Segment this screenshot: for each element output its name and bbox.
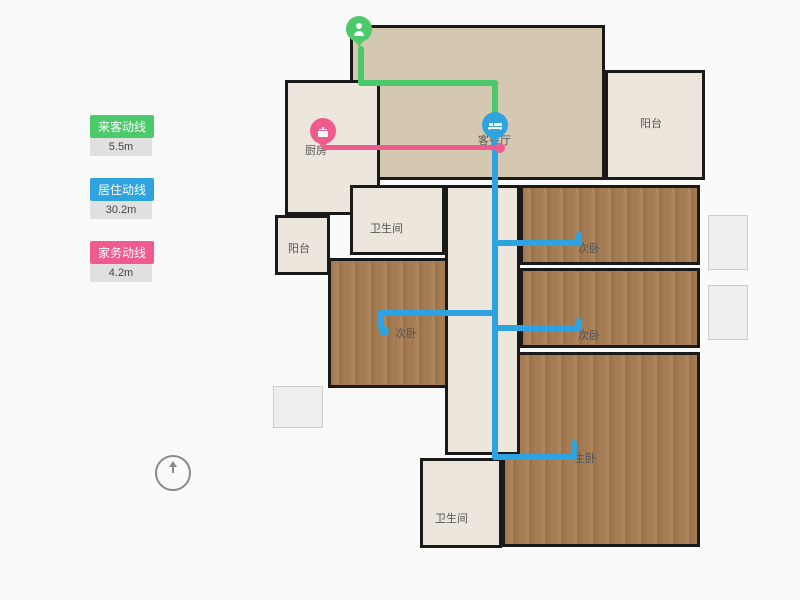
legend-label-living: 居住动线 bbox=[90, 178, 154, 201]
legend-label-guest: 来客动线 bbox=[90, 115, 154, 138]
legend: 来客动线 5.5m 居住动线 30.2m 家务动线 4.2m bbox=[90, 115, 154, 304]
legend-value-living: 30.2m bbox=[90, 201, 152, 219]
legend-label-household: 家务动线 bbox=[90, 241, 154, 264]
floor-plan: 客餐厅阳台厨房阳台卫生间次卧次卧次卧主卧卫生间 bbox=[260, 10, 760, 590]
legend-item-guest: 来客动线 5.5m bbox=[90, 115, 154, 156]
bed-marker-icon bbox=[482, 112, 508, 138]
pot-marker-icon bbox=[310, 118, 336, 144]
legend-value-guest: 5.5m bbox=[90, 138, 152, 156]
person-marker-icon bbox=[346, 16, 372, 42]
legend-item-living: 居住动线 30.2m bbox=[90, 178, 154, 219]
markers-layer bbox=[260, 10, 760, 590]
compass-icon bbox=[155, 455, 191, 491]
legend-item-household: 家务动线 4.2m bbox=[90, 241, 154, 282]
legend-value-household: 4.2m bbox=[90, 264, 152, 282]
